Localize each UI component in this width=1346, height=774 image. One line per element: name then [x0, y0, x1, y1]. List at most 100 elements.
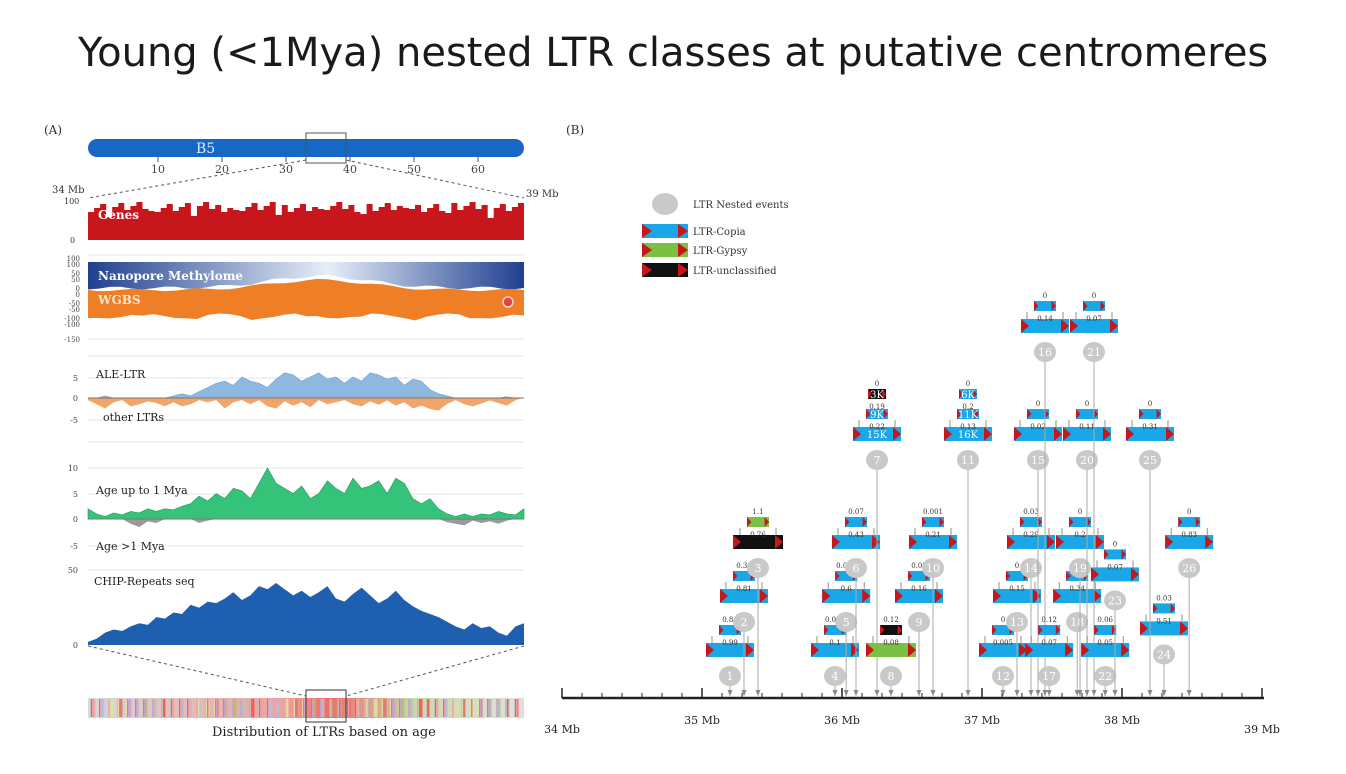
ltr-stripe: [321, 699, 323, 717]
ltr-copia-element: [1021, 319, 1069, 333]
nested-event-node: [1094, 666, 1117, 686]
axis-ticks: 34 Mb 35 Mb 36 Mb 37 Mb 38 Mb 39 Mb: [544, 688, 1280, 736]
ltr-left-end: [706, 643, 714, 657]
ltr-right-end: [974, 409, 979, 419]
nested-event-1: 1 0.99 0.84: [706, 616, 754, 696]
ltr-right-end: [1156, 409, 1161, 419]
ltr-left-end: [1027, 409, 1032, 419]
nesting-bracket: [1019, 420, 1057, 427]
event-arrow: [888, 690, 894, 696]
ltr-stripe: [163, 699, 166, 717]
nested-event-9: 9 0.16 0.07: [895, 562, 943, 696]
nesting-bracket: [984, 636, 1022, 643]
nested-event-node: [1153, 644, 1175, 665]
methylation-tick-label: -100: [64, 315, 80, 323]
ltr-right-end: [1205, 535, 1214, 549]
ltr-right-end: [1033, 589, 1041, 603]
ltr-right-end: [1047, 535, 1055, 549]
nested-event-id: 4: [832, 670, 839, 683]
ltr-right-end: [893, 427, 901, 441]
ltr-left-end: [1139, 409, 1144, 419]
nested-event-node: [1027, 450, 1049, 470]
event-arrow: [1042, 690, 1048, 696]
ltr-unclassified-element: [880, 625, 902, 635]
ltr-stripe: [427, 699, 430, 717]
divergence-value: 0.2: [962, 403, 973, 411]
ltr-right-end: [984, 427, 992, 441]
event-arrow: [1028, 690, 1034, 696]
event-arrow: [1035, 690, 1041, 696]
legend-copia-icon: [642, 224, 688, 238]
ltr-left-end: [959, 389, 963, 399]
event-arrow: [1102, 690, 1108, 696]
ltr-right-end: [1096, 535, 1104, 549]
nesting-bracket: [1068, 420, 1106, 427]
nested-event-id: 8: [888, 670, 895, 683]
panel-a-gridlines: [88, 254, 524, 571]
nested-event-id: 22: [1098, 670, 1112, 683]
ltr-copia-element: [1063, 427, 1111, 441]
event-arrow: [1186, 690, 1192, 696]
ltr-stripe: [330, 699, 332, 717]
ltr-stripe: [154, 699, 157, 717]
insertion-age-value: 0.003: [825, 616, 845, 624]
nested-event-7: 7 15K 9K 0.22 3K 0.19 0: [853, 380, 901, 696]
ltr-left-end: [866, 643, 874, 657]
nested-event-node: [880, 666, 902, 686]
distribution-zoom-box: [305, 689, 347, 723]
ltr-right-end: [872, 535, 880, 549]
ltr-copia-element: [908, 571, 930, 581]
ltr-stripe: [126, 699, 128, 717]
methylation-tick-label: 50: [71, 270, 80, 278]
insertion-age-value: 0: [1148, 400, 1152, 408]
ltr-left-end: [1014, 427, 1022, 441]
ltr-stripe: [383, 699, 387, 717]
ltr-copia-element: [1165, 535, 1214, 549]
legend-gypsy: LTR-Gypsy: [693, 246, 748, 257]
track-tick-label: 0: [73, 641, 78, 650]
divergence-value: 0.07: [1107, 563, 1123, 571]
divergence-value: 0.16: [911, 585, 927, 593]
ltr-stripe: [445, 699, 448, 717]
ltr-stripe: [180, 699, 182, 717]
divergence-value: 0.005: [993, 639, 1013, 647]
ltr-left-end: [1038, 625, 1043, 635]
nesting-bracket: [711, 636, 749, 643]
ltr-stripe: [225, 699, 227, 717]
ltr-right-end: [1121, 643, 1130, 657]
chromosome-tick-label: 60: [471, 163, 485, 176]
ltr-left-end: [747, 517, 752, 527]
ltr-copia-element: [957, 409, 979, 419]
ltr-stripe: [101, 699, 105, 717]
nested-event-11: 11 16K 11K 0.13 6K 0.2 0: [944, 380, 992, 696]
divergence-value: 0.07: [1086, 315, 1102, 323]
slide-title: Young (<1Mya) nested LTR classes at puta…: [78, 30, 1269, 76]
ltr-right-end: [1103, 427, 1111, 441]
nesting-bracket: [1131, 420, 1169, 427]
ltr-left-end: [1140, 621, 1148, 636]
nested-event-25: 25 0.31 0: [1126, 400, 1174, 696]
divergence-value: 0.34: [1069, 585, 1085, 593]
ltr-copia-element: [1069, 517, 1091, 527]
ltr-stripe: [322, 699, 325, 717]
ltr-copia-element: [1020, 517, 1042, 527]
ltr-right-end: [1100, 301, 1105, 311]
ltr-right-end: [1093, 409, 1098, 419]
ltr-stripe: [249, 699, 251, 717]
nested-event-id: 11: [961, 454, 975, 467]
divergence-value: 0.13: [960, 423, 976, 431]
event-arrow: [874, 690, 880, 696]
ltr-copia-element: [1070, 319, 1118, 333]
event-arrow: [1112, 690, 1118, 696]
ltr-stripe: [480, 699, 482, 717]
panel-a-label: (A): [44, 123, 62, 137]
ltr-right-end: [883, 409, 888, 419]
ltr-stripe: [216, 699, 218, 717]
legend-nested-events: LTR Nested events: [693, 200, 789, 211]
nested-event-26: 26 0.83 0: [1165, 508, 1214, 696]
insertion-age-value: 0.07: [911, 562, 927, 570]
ltr-stripe: [207, 699, 209, 717]
ale-ltr-track: 5 0 -5 ALE-LTR other LTRs: [70, 368, 524, 425]
nesting-bracket: [900, 582, 938, 589]
